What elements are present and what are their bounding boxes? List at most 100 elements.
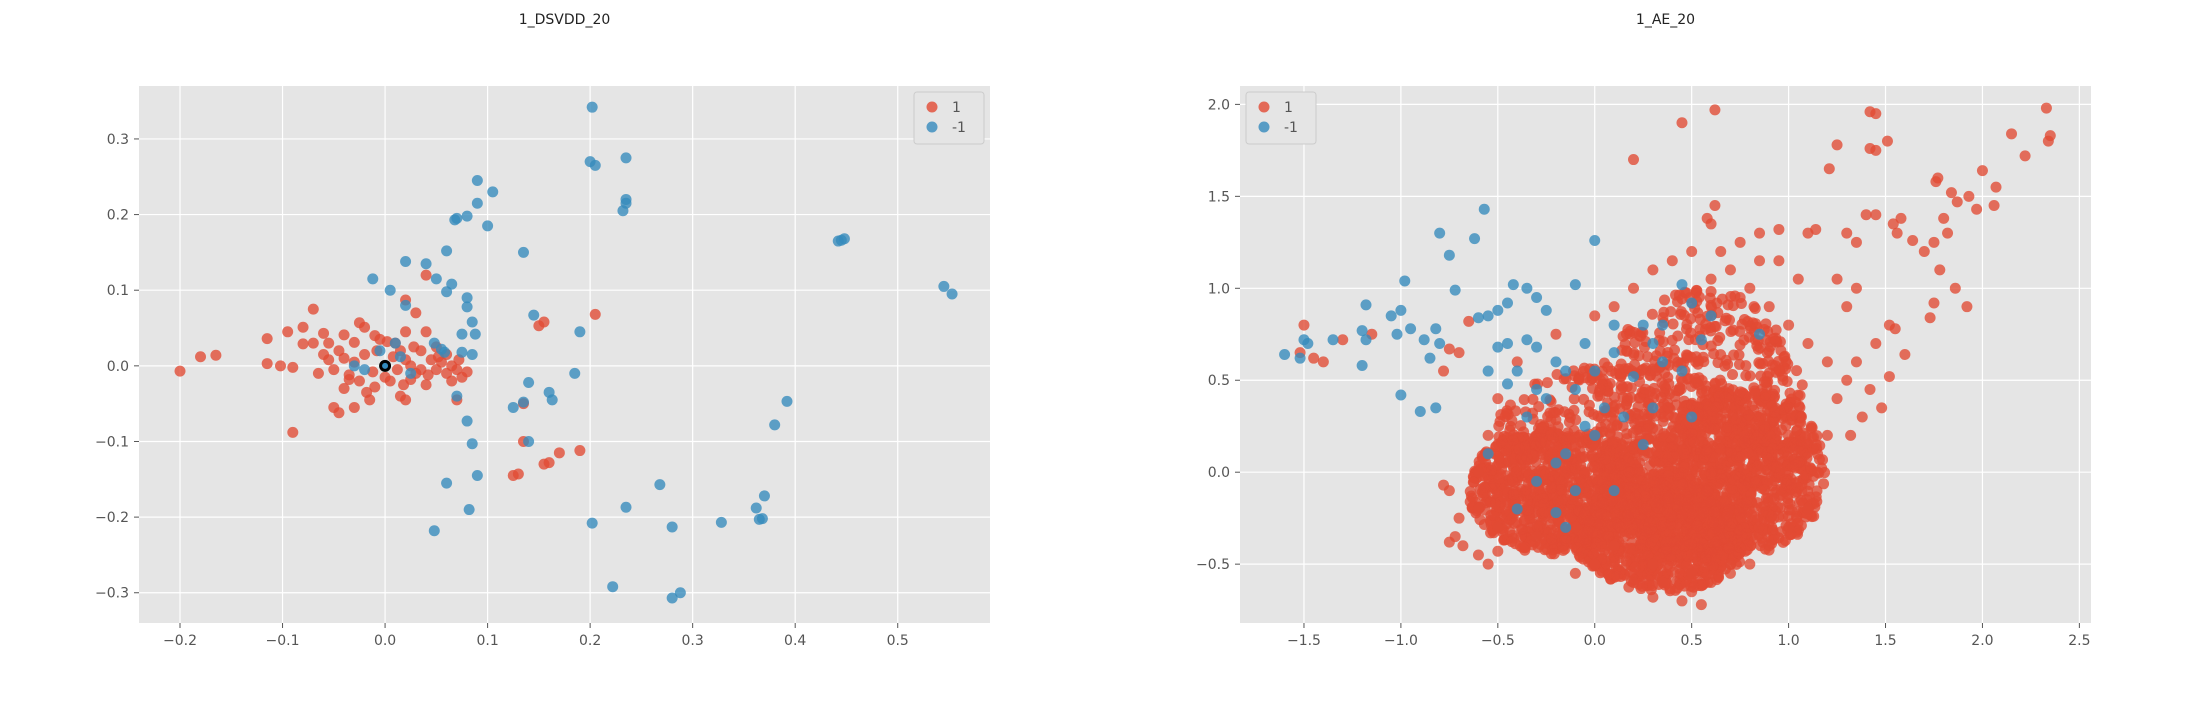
data-point: [1647, 402, 1659, 414]
data-point: [338, 329, 350, 341]
data-point: [1675, 548, 1687, 560]
data-point: [1588, 461, 1600, 473]
data-point: [318, 327, 330, 339]
data-point: [1766, 400, 1778, 412]
data-point: [1608, 540, 1620, 552]
data-point: [1850, 282, 1862, 294]
data-point: [569, 367, 581, 379]
data-point: [1695, 430, 1707, 442]
data-point: [1664, 561, 1676, 573]
data-point: [1727, 437, 1739, 449]
data-point: [1453, 512, 1465, 524]
data-point: [1548, 548, 1560, 560]
y-tick-label: 2.0: [1208, 97, 1230, 113]
data-point: [1976, 165, 1988, 177]
data-point: [1621, 345, 1633, 357]
data-point: [1560, 448, 1572, 460]
data-point: [1647, 337, 1659, 349]
data-point: [456, 328, 468, 340]
data-point: [1705, 468, 1717, 480]
data-point: [1850, 236, 1862, 248]
data-point: [1595, 421, 1607, 433]
data-point: [1506, 536, 1518, 548]
data-point: [1704, 292, 1716, 304]
data-point: [574, 445, 586, 457]
data-point: [1713, 391, 1725, 403]
data-point: [1715, 478, 1727, 490]
data-point: [1773, 255, 1785, 267]
data-point: [338, 383, 350, 395]
data-point: [1434, 337, 1446, 349]
data-point: [1646, 308, 1658, 320]
data-point: [1592, 410, 1604, 422]
data-point: [1662, 492, 1674, 504]
data-point: [1727, 384, 1739, 396]
data-point: [1676, 117, 1688, 129]
data-point: [405, 367, 417, 379]
data-point: [1775, 345, 1787, 357]
data-point: [487, 186, 499, 198]
data-point: [1482, 365, 1494, 377]
data-point: [1488, 510, 1500, 522]
data-point: [1928, 236, 1940, 248]
data-point: [1686, 586, 1698, 598]
data-point: [1628, 577, 1640, 589]
data-point: [1511, 356, 1523, 368]
data-point: [1674, 382, 1686, 394]
data-point: [1625, 382, 1637, 394]
data-point: [1628, 282, 1640, 294]
data-point: [420, 269, 432, 281]
data-point: [1705, 577, 1717, 589]
data-point: [512, 468, 524, 480]
data-point: [1696, 537, 1708, 549]
data-point: [1722, 514, 1734, 526]
data-point: [1337, 334, 1349, 346]
data-point: [1571, 457, 1583, 469]
data-point: [1474, 514, 1486, 526]
data-point: [1560, 521, 1572, 533]
data-point: [1640, 503, 1652, 515]
data-point: [430, 273, 442, 285]
data-point: [1629, 561, 1641, 573]
data-point: [1634, 415, 1646, 427]
data-point: [1728, 349, 1740, 361]
data-point: [1580, 372, 1592, 384]
data-point: [946, 288, 958, 300]
data-point: [1618, 411, 1630, 423]
data-point: [348, 360, 360, 372]
data-point: [617, 205, 629, 217]
data-point: [1642, 447, 1654, 459]
data-point: [1556, 494, 1568, 506]
data-point: [1681, 323, 1693, 335]
data-point: [2042, 135, 2054, 147]
data-point: [1418, 334, 1430, 346]
data-point: [1662, 402, 1674, 414]
data-point: [1784, 402, 1796, 414]
data-point: [1539, 506, 1551, 518]
data-point: [1510, 405, 1522, 417]
data-point: [1799, 431, 1811, 443]
data-point: [1754, 342, 1766, 354]
data-point: [1676, 478, 1688, 490]
data-point: [1636, 580, 1648, 592]
data-point: [1546, 533, 1558, 545]
data-point: [261, 333, 273, 345]
data-point: [1734, 291, 1746, 303]
data-point: [1569, 485, 1581, 497]
data-point: [607, 581, 619, 593]
data-point: [1818, 478, 1830, 490]
data-point: [1714, 443, 1726, 455]
data-point: [439, 346, 451, 358]
data-point: [1758, 376, 1770, 388]
data-point: [1599, 453, 1611, 465]
data-point: [1523, 501, 1535, 513]
data-point: [1760, 318, 1772, 330]
data-point: [1907, 234, 1919, 246]
data-point: [1598, 402, 1610, 414]
data-point: [1463, 315, 1475, 327]
data-point: [715, 516, 727, 528]
data-point: [1768, 493, 1780, 505]
data-point: [441, 477, 453, 489]
data-point: [1502, 337, 1514, 349]
data-point: [1660, 543, 1672, 555]
